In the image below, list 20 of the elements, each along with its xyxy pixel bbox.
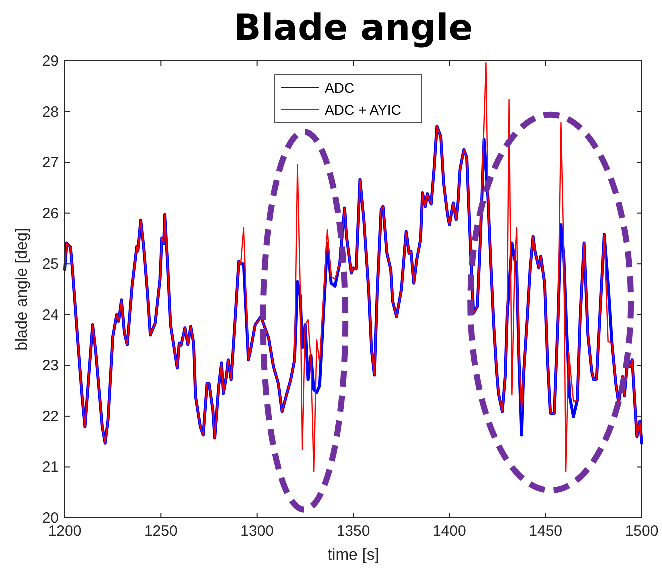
x-tick-label: 1350 — [336, 523, 370, 540]
y-tick-label: 29 — [42, 53, 59, 70]
x-tick-label: 1250 — [144, 523, 178, 540]
legend-label: ADC + AYIC — [325, 102, 402, 118]
y-tick-label: 23 — [42, 358, 59, 375]
x-tick-label: 1300 — [240, 523, 274, 540]
legend-label: ADC — [325, 80, 355, 96]
y-tick-label: 22 — [42, 408, 59, 426]
y-axis-title: blade angle [deg] — [14, 228, 31, 351]
y-tick-label: 21 — [42, 459, 59, 476]
x-axis-title: time [s] — [328, 547, 380, 564]
x-tick-label: 1450 — [529, 523, 563, 540]
y-tick-label: 26 — [42, 205, 59, 222]
y-tick-label: 24 — [42, 306, 59, 324]
x-tick-label: 1500 — [625, 523, 659, 540]
chart-title: Blade angle — [234, 8, 474, 49]
y-tick-label: 28 — [42, 104, 59, 121]
y-tick-label: 27 — [42, 154, 59, 172]
x-tick-label: 1400 — [432, 523, 466, 540]
y-tick-label: 25 — [42, 256, 59, 274]
